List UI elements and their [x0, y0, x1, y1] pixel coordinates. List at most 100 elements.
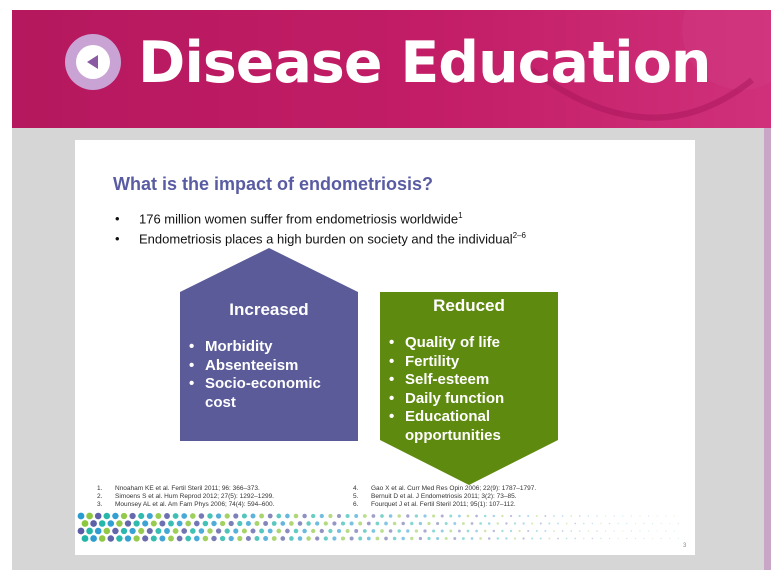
list-item: Fertility [383, 353, 553, 372]
decor-dot [133, 535, 139, 541]
decor-dot [527, 530, 529, 532]
decor-dot [415, 529, 418, 532]
decor-dot [142, 535, 148, 541]
decor-dot [302, 514, 306, 518]
decor-dot [493, 515, 495, 517]
decor-dot [95, 513, 102, 520]
decor-dot [669, 523, 670, 524]
decor-dot [566, 538, 568, 540]
decor-dot [475, 530, 478, 533]
decor-dot [129, 513, 135, 519]
decor-dot [497, 537, 499, 539]
decor-dot [445, 522, 448, 525]
decor-dot [380, 529, 384, 533]
decor-dot [557, 523, 559, 525]
reference-text: Mounsey AL et al. Am Fam Phys 2006; 74(4… [115, 501, 274, 508]
decor-dot [246, 521, 251, 526]
decor-dot [427, 537, 430, 540]
decor-dot [324, 521, 328, 525]
decor-dot [95, 528, 102, 535]
scroll-stripe [764, 128, 771, 570]
list-item: Quality of life [383, 334, 553, 353]
decor-dot [320, 514, 324, 518]
decor-dot [510, 530, 512, 532]
decor-dot [415, 514, 418, 517]
decor-dot [159, 521, 165, 527]
list-item: Absenteeism [183, 357, 353, 376]
decor-dot [346, 514, 350, 518]
reference-text: Gao X et al. Curr Med Res Opin 2006; 22(… [371, 485, 536, 492]
decor-dot [121, 528, 127, 534]
box-title: Reduced [380, 296, 558, 316]
decor-dot [237, 521, 242, 526]
decor-dot [631, 515, 632, 516]
decor-dot [320, 529, 324, 533]
decor-dot [475, 515, 478, 518]
decor-dot [272, 521, 277, 526]
decor-dot [488, 522, 491, 525]
list-item: Morbidity [183, 338, 353, 357]
decor-dot [631, 530, 632, 531]
decor-dot [531, 522, 533, 524]
decor-dot [289, 521, 294, 526]
decor-dot [605, 515, 606, 516]
decor-dot [159, 536, 165, 542]
decor-dot [190, 513, 196, 519]
decor-dot [185, 521, 191, 527]
decor-dot [255, 521, 260, 526]
decor-dot [138, 513, 144, 519]
decor-dot [376, 522, 380, 526]
decor-dot [112, 513, 118, 519]
decor-dot [514, 537, 516, 539]
decor-dot [220, 536, 225, 541]
reduced-list: Quality of lifeFertilitySelf-esteemDaily… [383, 334, 553, 445]
decor-dot [99, 535, 106, 542]
decor-dot [423, 529, 426, 532]
reference-text: Bernuit D et al. J Endometriosis 2011; 3… [371, 493, 517, 500]
reference: 2.Simoens S et al. Hum Reprod 2012; 27(5… [97, 493, 274, 500]
reference-text: Fourquet J et al. Fertil Steril 2011; 95… [371, 501, 516, 508]
decor-dot [233, 513, 238, 518]
decor-dot [86, 528, 93, 535]
decor-dot [164, 528, 170, 534]
decor-dot [579, 530, 581, 532]
decor-dot [354, 514, 358, 518]
decor-dot [665, 530, 666, 531]
decor-dot [246, 536, 251, 541]
decor-dot [566, 523, 568, 525]
decor-dot [600, 538, 601, 539]
decor-dot [553, 515, 555, 517]
header-bar: Disease Education [12, 10, 771, 128]
decor-dot [648, 530, 649, 531]
decor-dot [78, 513, 85, 520]
decor-dot [90, 535, 97, 542]
decor-dot [142, 520, 148, 526]
reference-text: Nnoaham KE et al. Fertil Steril 2011; 96… [115, 485, 260, 492]
decor-dot [259, 529, 264, 534]
reference-text: Simoens S et al. Hum Reprod 2012; 27(5):… [115, 493, 274, 500]
decor-dot [596, 515, 597, 516]
decor-dot [570, 530, 572, 532]
decor-dot [203, 536, 209, 542]
decor-dot [423, 514, 426, 517]
decor-dot [298, 521, 303, 526]
decor-dot [173, 513, 179, 519]
decor-dot [678, 523, 679, 524]
decor-dot [540, 522, 542, 524]
decor-dot [255, 536, 260, 541]
decor-dot [311, 529, 315, 533]
decor-dot [562, 515, 564, 517]
decor-dot [609, 523, 610, 524]
decor-dot [401, 537, 404, 540]
decor-dot [332, 521, 336, 525]
decor-dot [505, 522, 507, 524]
decor-dot [138, 528, 144, 534]
decor-dot [116, 520, 122, 526]
decor-dot [242, 513, 247, 518]
decor-dot [104, 513, 111, 520]
decor-dot [518, 530, 520, 532]
reference-number: 5. [353, 493, 371, 500]
decor-dot [522, 537, 524, 539]
decor-dot [384, 537, 388, 541]
box-title: Increased [180, 300, 358, 320]
